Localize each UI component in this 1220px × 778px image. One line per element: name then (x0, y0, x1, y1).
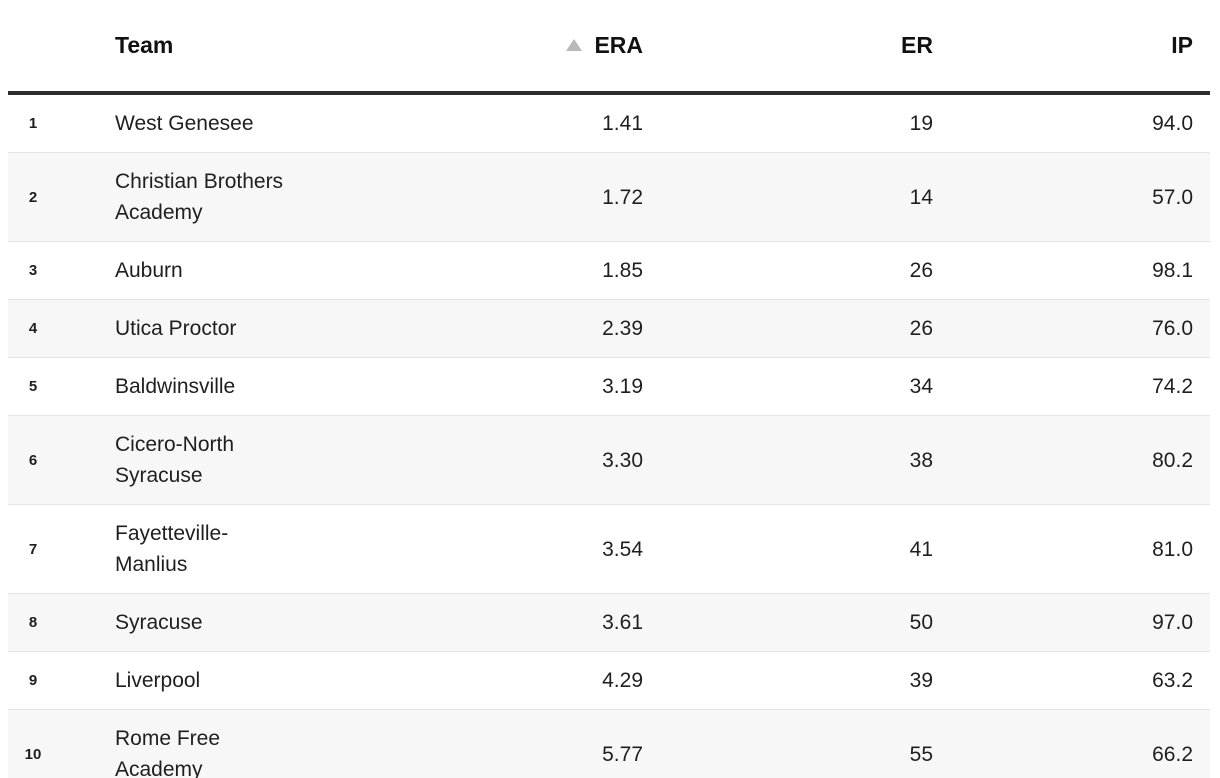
table-body: 1 West Genesee 1.41 19 94.0 2 Christian … (8, 93, 1210, 778)
era-cell: 1.41 (602, 112, 643, 135)
era-cell: 3.61 (602, 611, 643, 634)
team-cell: Auburn (115, 259, 183, 282)
ip-column-label: IP (1171, 32, 1193, 58)
team-cell: Fayetteville- Manlius (115, 522, 229, 576)
table-row: 9 Liverpool 4.29 39 63.2 (8, 651, 1210, 710)
header-er[interactable]: ER (643, 0, 933, 95)
ip-cell: 97.0 (1152, 611, 1193, 634)
era-column-label: ERA (594, 32, 643, 58)
table-row: 7 Fayetteville- Manlius 3.54 41 81.0 (8, 504, 1210, 594)
team-cell: Liverpool (115, 669, 201, 692)
er-cell: 26 (909, 259, 933, 282)
era-cell: 5.77 (602, 742, 643, 766)
rank-cell: 8 (28, 614, 38, 631)
era-cell: 3.30 (602, 448, 643, 472)
ip-cell: 98.1 (1152, 259, 1193, 282)
header-rank (8, 0, 58, 95)
table-row: 5 Baldwinsville 3.19 34 74.2 (8, 357, 1210, 416)
er-cell: 34 (909, 375, 933, 398)
er-cell: 14 (909, 185, 933, 209)
team-cell: Cicero-North Syracuse (115, 433, 235, 487)
era-cell: 2.39 (602, 317, 643, 340)
team-pitching-stats-table: Team ERA ER IP 1 West Genesee 1.41 19 94… (8, 0, 1210, 778)
table-row: 10 Rome Free Academy 5.77 55 66.2 (8, 709, 1210, 778)
team-cell: Utica Proctor (115, 317, 237, 340)
ip-cell: 57.0 (1152, 185, 1193, 209)
team-column-label: Team (115, 32, 174, 58)
ip-cell: 74.2 (1152, 375, 1193, 398)
er-column-label: ER (901, 32, 933, 58)
rank-cell: 10 (24, 745, 42, 763)
sort-ascending-triangle-up-icon (566, 39, 583, 51)
era-cell: 3.19 (602, 375, 643, 398)
ip-cell: 76.0 (1152, 317, 1193, 340)
era-cell: 1.72 (602, 185, 643, 209)
table-row: 1 West Genesee 1.41 19 94.0 (8, 93, 1210, 153)
rank-cell: 2 (28, 188, 38, 206)
ip-cell: 63.2 (1152, 669, 1193, 692)
era-cell: 1.85 (602, 259, 643, 282)
rank-cell: 7 (28, 540, 38, 558)
header-ip[interactable]: IP (933, 0, 1210, 95)
er-cell: 19 (909, 112, 933, 135)
er-cell: 41 (909, 537, 933, 561)
team-cell: Baldwinsville (115, 375, 236, 398)
table-header: Team ERA ER IP (8, 0, 1210, 95)
table-row: 2 Christian Brothers Academy 1.72 14 57.… (8, 152, 1210, 242)
er-cell: 55 (909, 742, 933, 766)
rank-cell: 3 (28, 262, 38, 279)
header-row: Team ERA ER IP (8, 0, 1210, 95)
ip-cell: 80.2 (1152, 448, 1193, 472)
table-row: 8 Syracuse 3.61 50 97.0 (8, 593, 1210, 652)
ip-cell: 66.2 (1152, 742, 1193, 766)
rank-cell: 5 (28, 378, 38, 395)
ip-cell: 94.0 (1152, 112, 1193, 135)
er-cell: 50 (909, 611, 933, 634)
table-row: 3 Auburn 1.85 26 98.1 (8, 241, 1210, 300)
rank-cell: 1 (28, 115, 38, 132)
header-era[interactable]: ERA (393, 0, 643, 95)
team-cell: Christian Brothers Academy (115, 170, 284, 224)
rank-cell: 9 (28, 672, 38, 689)
era-cell: 3.54 (602, 537, 643, 561)
er-cell: 26 (909, 317, 933, 340)
er-cell: 39 (909, 669, 933, 692)
era-cell: 4.29 (602, 669, 643, 692)
rank-cell: 6 (28, 451, 38, 469)
table-row: 6 Cicero-North Syracuse 3.30 38 80.2 (8, 415, 1210, 505)
er-cell: 38 (909, 448, 933, 472)
table-row: 4 Utica Proctor 2.39 26 76.0 (8, 299, 1210, 358)
rank-cell: 4 (28, 320, 38, 337)
ip-cell: 81.0 (1152, 537, 1193, 561)
team-cell: Syracuse (115, 611, 203, 634)
header-team[interactable]: Team (58, 0, 393, 95)
team-cell: Rome Free Academy (115, 727, 221, 778)
team-cell: West Genesee (115, 112, 254, 135)
